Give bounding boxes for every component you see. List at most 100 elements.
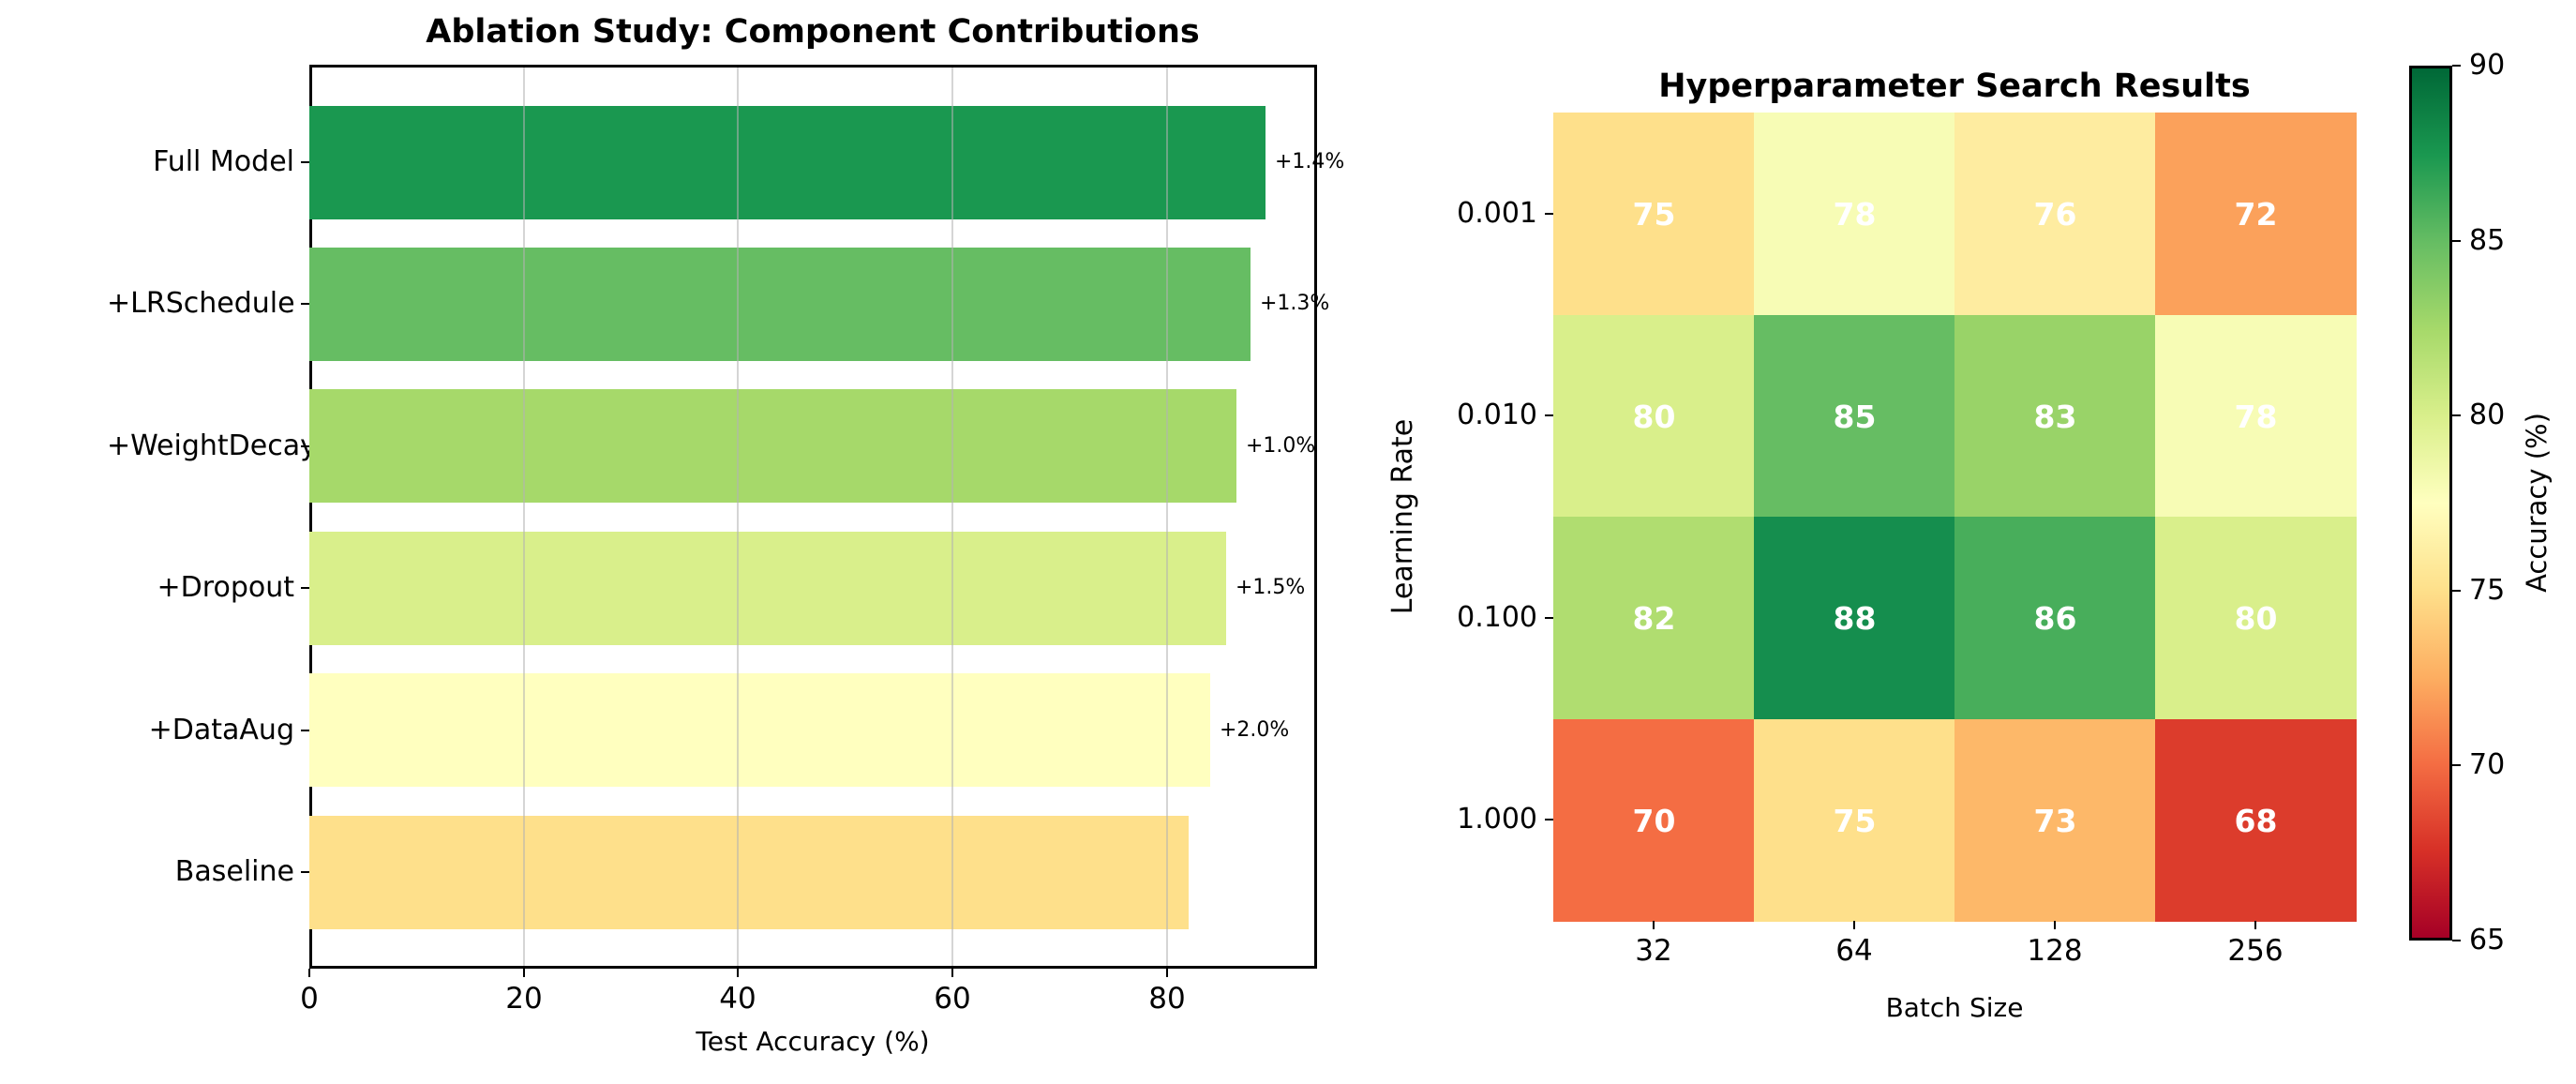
heatmap-cell: 80 [2155, 517, 2357, 719]
x-tick-label: 256 [2227, 934, 2284, 968]
heatmap-cell: 80 [1553, 315, 1755, 518]
colorbar-tick-mark [2452, 940, 2461, 941]
bar-baseline [309, 816, 1189, 929]
heatmap-cell-value: 78 [2234, 398, 2278, 435]
gridline [737, 68, 739, 966]
colorbar-tick-mark [2452, 590, 2461, 592]
heatmap-cell-value: 83 [2033, 398, 2077, 435]
heatmap-ylabel: Learning Rate [1386, 418, 1419, 615]
x-tick-mark [308, 969, 310, 977]
bar-annotation: +1.3% [1260, 292, 1330, 315]
y-tick-label: 0.001 [1457, 197, 1537, 230]
x-tick-mark [1653, 921, 1655, 929]
colorbar-tick-mark [2452, 414, 2461, 416]
x-tick-mark [737, 969, 739, 977]
x-tick-label: 40 [719, 982, 756, 1016]
heatmap-cell-value: 73 [2033, 802, 2077, 839]
colorbar-tick-label: 65 [2469, 924, 2506, 956]
heatmap-cell-value: 72 [2234, 195, 2278, 233]
heatmap-cell-value: 75 [1833, 802, 1877, 839]
colorbar-gradient [2409, 66, 2452, 941]
x-tick-mark [2254, 921, 2256, 929]
x-tick-mark [523, 969, 525, 977]
heatmap-xlabel: Batch Size [1885, 992, 2024, 1023]
bar-annotation: +2.0% [1220, 718, 1290, 742]
heatmap-cell: 75 [1553, 113, 1755, 315]
heatmap-cell: 75 [1754, 719, 1955, 922]
category-label-dataaug: +DataAug [148, 714, 294, 746]
heatmap-title: Hyperparameter Search Results [1658, 68, 2251, 105]
ablation-xlabel: Test Accuracy (%) [696, 1026, 930, 1057]
heatmap-cell-value: 68 [2234, 802, 2278, 839]
y-tick-mark [301, 730, 309, 731]
y-tick-mark [1545, 213, 1553, 215]
x-tick-label: 128 [2027, 934, 2083, 968]
bar-weightdecay [309, 389, 1236, 503]
bar-annotation: +1.4% [1275, 150, 1345, 173]
heatmap-cell-value: 86 [2033, 599, 2077, 637]
x-tick-label: 20 [505, 982, 543, 1016]
colorbar-tick-label: 90 [2469, 49, 2506, 82]
heatmap-cell: 70 [1553, 719, 1755, 922]
colorbar-tick-mark [2452, 240, 2461, 242]
colorbar-tick-label: 70 [2469, 748, 2506, 781]
y-tick-label: 0.100 [1457, 601, 1537, 634]
colorbar-tick-mark [2452, 764, 2461, 766]
heatmap-cell: 88 [1754, 517, 1955, 719]
heatmap-cell: 85 [1754, 315, 1955, 518]
y-tick-mark [301, 871, 309, 873]
y-tick-label: 1.000 [1457, 803, 1537, 836]
bar-dropout [309, 532, 1226, 645]
colorbar-tick-label: 75 [2469, 574, 2506, 607]
x-tick-mark [2054, 921, 2056, 929]
heatmap-cell: 73 [1954, 719, 2156, 922]
y-tick-label: 0.010 [1457, 399, 1537, 431]
heatmap-cell: 86 [1954, 517, 2156, 719]
x-tick-mark [1166, 969, 1168, 977]
x-tick-label: 0 [300, 982, 319, 1016]
x-tick-label: 64 [1835, 934, 1873, 968]
x-tick-label: 60 [934, 982, 971, 1016]
colorbar-label: Accuracy (%) [2521, 413, 2553, 593]
ablation-title: Ablation Study: Component Contributions [426, 13, 1200, 51]
x-tick-label: 80 [1148, 982, 1186, 1016]
heatmap-cell-value: 75 [1632, 195, 1676, 233]
heatmap-cell: 78 [1754, 113, 1955, 315]
colorbar-tick-label: 80 [2469, 399, 2506, 431]
heatmap-cell-value: 80 [1632, 398, 1676, 435]
bar-lrschedule [309, 248, 1251, 361]
x-tick-label: 32 [1635, 934, 1672, 968]
category-label-baseline: Baseline [174, 855, 294, 888]
gridline [951, 68, 953, 966]
bar-annotation: +1.5% [1236, 576, 1306, 599]
gridline [523, 68, 525, 966]
heatmap-cell: 68 [2155, 719, 2357, 922]
y-tick-mark [1545, 617, 1553, 619]
heatmap-cell-value: 85 [1833, 398, 1877, 435]
colorbar-tick-label: 85 [2469, 224, 2506, 257]
y-tick-mark [1545, 819, 1553, 821]
heatmap-cell-value: 78 [1833, 195, 1877, 233]
bar-dataaug [309, 673, 1210, 787]
heatmap-cell: 82 [1553, 517, 1755, 719]
heatmap-cell-value: 80 [2234, 599, 2278, 637]
y-tick-mark [301, 587, 309, 589]
y-tick-mark [301, 445, 309, 447]
heatmap-cell: 83 [1954, 315, 2156, 518]
y-tick-mark [301, 303, 309, 305]
heatmap-cell: 72 [2155, 113, 2357, 315]
heatmap-cell: 78 [2155, 315, 2357, 518]
colorbar-tick-mark [2452, 65, 2461, 67]
bar-fullmodel [309, 106, 1266, 219]
y-tick-mark [301, 161, 309, 163]
x-tick-mark [951, 969, 953, 977]
category-label-dropout: +Dropout [157, 571, 294, 604]
category-label-lrschedule: +LRSchedule [107, 287, 295, 320]
category-label-weightdecay: +WeightDecay [107, 429, 317, 462]
heatmap-cell-value: 82 [1632, 599, 1676, 637]
heatmap-cell-value: 76 [2033, 195, 2077, 233]
heatmap-cell-value: 70 [1632, 802, 1676, 839]
heatmap-cell: 76 [1954, 113, 2156, 315]
y-tick-mark [1545, 414, 1553, 416]
